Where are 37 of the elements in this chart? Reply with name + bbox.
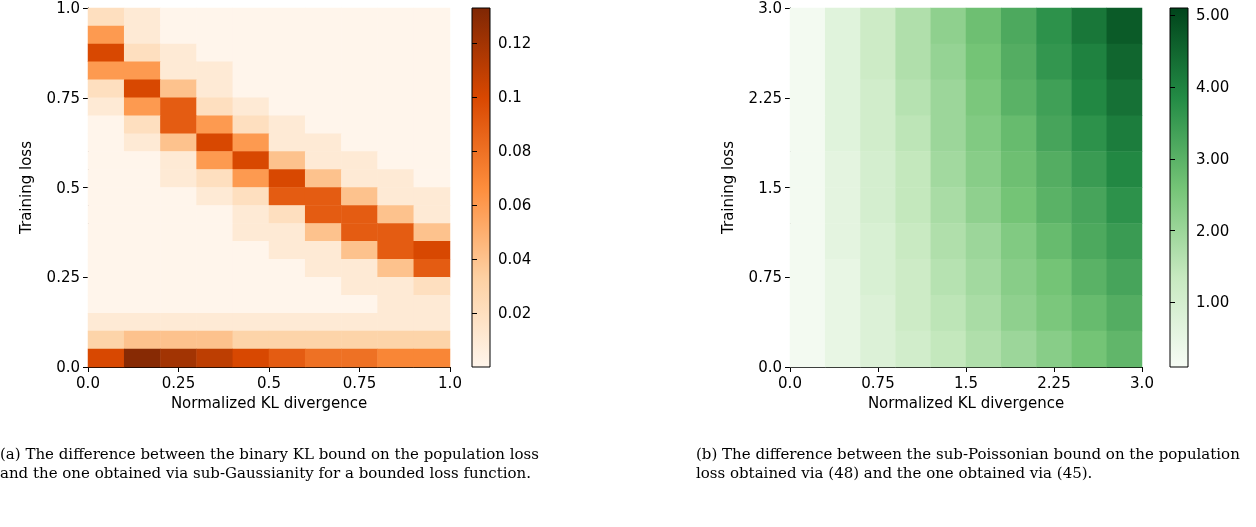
color-bar-label: 0.02 <box>498 304 532 323</box>
y-axis-title: Training loss <box>718 140 737 235</box>
color-bar-label: 3.00 <box>1196 149 1230 168</box>
y-tick-label: 0.0 <box>56 358 80 376</box>
y-tick-label: 1.0 <box>56 0 80 17</box>
x-tick-label: 1.0 <box>438 373 462 392</box>
x-tick-label: 0.5 <box>257 373 281 392</box>
x-tick-label: 1.5 <box>954 373 978 392</box>
y-tick-label: 2.25 <box>748 88 782 107</box>
x-tick-label: 0.75 <box>342 373 377 392</box>
y-axis-title: Training loss <box>16 140 35 235</box>
y-tick-label: 0.75 <box>748 268 782 287</box>
x-axis-title: Normalized KL divergence <box>170 393 368 412</box>
text: (b) The difference between the sub-Poissonian bound on the population loss obtained via (48) and the one obtained via (45). <box>696 445 1241 483</box>
y-tick-label: 0.0 <box>758 358 782 376</box>
x-axis-title: Normalized KL divergence <box>867 393 1065 412</box>
y-tick-label: 0.25 <box>46 268 80 287</box>
color-bar-label: 2.00 <box>1196 221 1230 240</box>
text: (a) The difference between the binary KL bound on the population loss and the one obtained via sub-Gaussianity for a bounded loss function. <box>0 445 540 483</box>
color-bar-label: 5.00 <box>1196 6 1230 25</box>
y-tick-label: 0.75 <box>46 88 80 107</box>
x-tick-label: 0.75 <box>861 373 895 392</box>
color-bar-label: 1.00 <box>1196 293 1230 312</box>
x-tick-label: 3.0 <box>1130 373 1154 392</box>
x-tick-label: 0.25 <box>161 373 196 392</box>
x-tick-label: 0.0 <box>778 373 802 392</box>
color-bar-label: 0.04 <box>498 250 532 269</box>
color-bar-label: 0.1 <box>498 88 522 107</box>
y-tick-label: 3.0 <box>758 0 782 17</box>
color-bar-label: 4.00 <box>1196 77 1230 96</box>
x-tick-label: 0.0 <box>76 373 100 392</box>
color-bar-label: 0.08 <box>498 142 532 161</box>
color-bar-label: 0.12 <box>498 34 532 53</box>
x-tick-label: 2.25 <box>1037 373 1071 392</box>
color-bar-label: 0.06 <box>498 196 532 215</box>
y-tick-label: 0.5 <box>56 178 80 197</box>
y-tick-label: 1.5 <box>758 178 782 197</box>
